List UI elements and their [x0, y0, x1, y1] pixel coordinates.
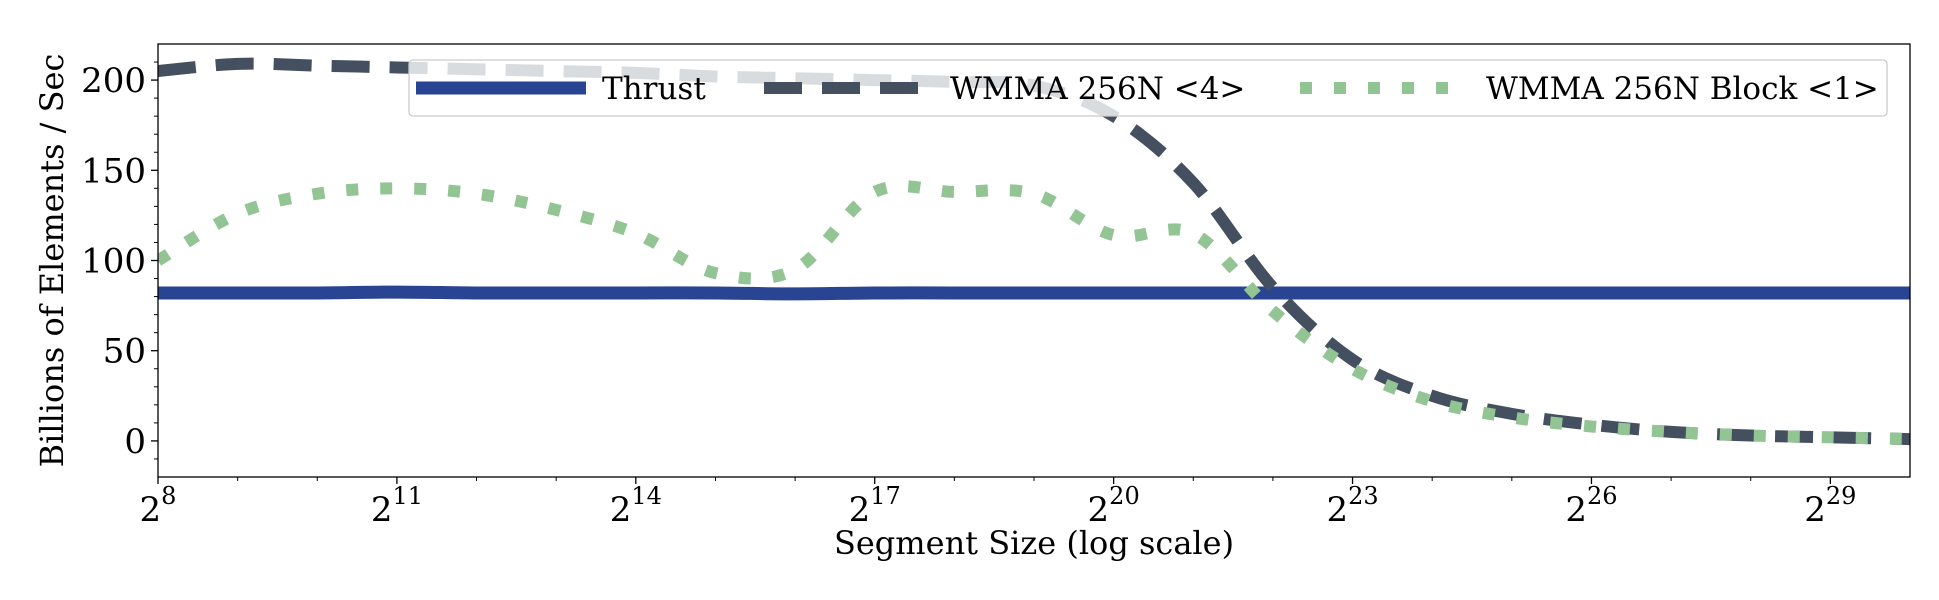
legend: Thrust WMMA 256N <4> WMMA 256N Block <1> — [408, 59, 1888, 117]
y-tick-label: 50 — [103, 332, 146, 372]
x-tick-label: 217 — [849, 482, 901, 530]
x-tick-label: 229 — [1804, 482, 1856, 530]
x-tick-label: 211 — [371, 482, 423, 530]
y-tick-label: 0 — [124, 422, 146, 462]
y-tick-label: 200 — [81, 61, 146, 101]
x-tick-label: 220 — [1088, 482, 1140, 530]
series-line-2 — [158, 57, 1910, 446]
y-tick-label: 100 — [81, 242, 146, 282]
x-tick-label: 28 — [140, 482, 177, 530]
series-line-1 — [158, 285, 1910, 301]
x-tick-label: 214 — [610, 482, 662, 530]
x-tick-label: 223 — [1326, 482, 1378, 530]
series-line-3 — [158, 180, 1910, 446]
x-tick-label: 226 — [1565, 482, 1617, 530]
legend-box — [408, 59, 1888, 117]
x-axis-title: Segment Size (log scale) — [834, 524, 1234, 562]
legend-label-1: Thrust — [602, 71, 706, 107]
legend-label-2: WMMA 256N <4> — [950, 71, 1245, 107]
y-tick-label: 150 — [81, 151, 146, 191]
y-axis-title: Billions of Elements / Sec — [33, 54, 71, 468]
legend-label-3: WMMA 256N Block <1> — [1486, 71, 1879, 107]
